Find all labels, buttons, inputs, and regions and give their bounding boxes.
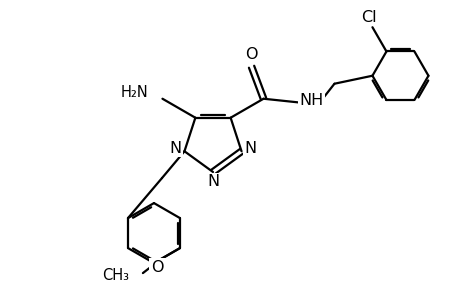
Text: N: N — [207, 175, 218, 190]
Text: O: O — [245, 47, 257, 62]
Text: Cl: Cl — [360, 10, 375, 25]
Text: H₂N: H₂N — [120, 85, 148, 100]
Text: CH₃: CH₃ — [102, 268, 129, 283]
Text: NH: NH — [299, 93, 323, 108]
Text: O: O — [150, 260, 163, 274]
Text: N: N — [244, 141, 256, 156]
Text: N: N — [169, 141, 181, 156]
